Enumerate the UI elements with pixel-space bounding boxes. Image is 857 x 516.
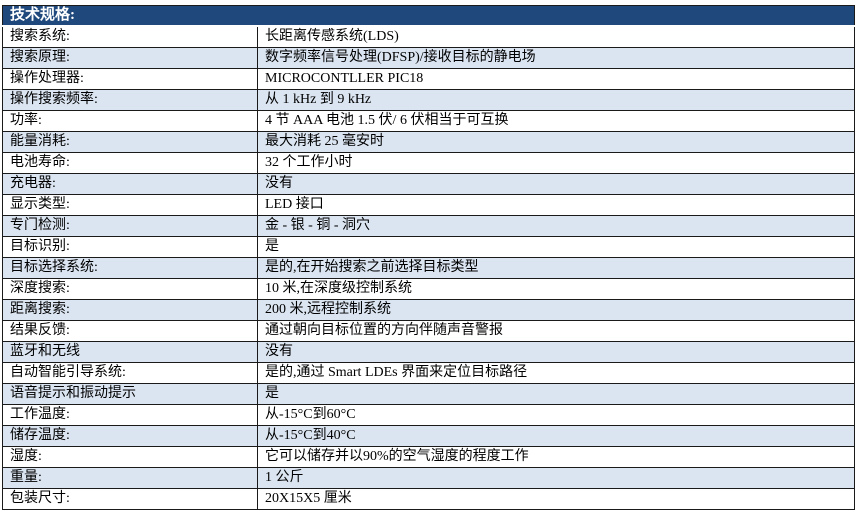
spec-label-cell: 深度搜索: [2, 278, 258, 300]
spec-value-cell: 4 节 AAA 电池 1.5 伏/ 6 伏相当于可互换 [257, 110, 855, 132]
spec-row: 目标识别: 是 [2, 236, 855, 258]
spec-row: 结果反馈: 通过朝向目标位置的方向伴随声音警报 [2, 320, 855, 342]
spec-row: 自动智能引导系统: 是的,通过 Smart LDEs 界面来定位目标路径 [2, 362, 855, 384]
spec-label-cell: 重量: [2, 467, 258, 489]
spec-row: 储存温度: 从-15°C到40°C [2, 425, 855, 447]
spec-label-cell: 专门检测: [2, 215, 258, 237]
spec-value-cell: MICROCONTLLER PIC18 [257, 68, 855, 90]
spec-row: 搜索原理: 数字频率信号处理(DFSP)/接收目标的静电场 [2, 47, 855, 69]
spec-row: 搜索系统: 长距离传感系统(LDS) [2, 25, 855, 48]
spec-label-cell: 包装尺寸: [2, 488, 258, 510]
spec-row: 目标选择系统: 是的,在开始搜索之前选择目标类型 [2, 257, 855, 279]
spec-value-cell: LED 接口 [257, 194, 855, 216]
spec-row: 重量: 1 公斤 [2, 467, 855, 489]
spec-value-cell: 是的,在开始搜索之前选择目标类型 [257, 257, 855, 279]
spec-value-cell: 数字频率信号处理(DFSP)/接收目标的静电场 [257, 47, 855, 69]
spec-label-cell: 显示类型: [2, 194, 258, 216]
spec-label-cell: 语音提示和振动提示 [2, 383, 258, 405]
spec-value-cell: 是 [257, 383, 855, 405]
spec-label-cell: 自动智能引导系统: [2, 362, 258, 384]
spec-row: 包装尺寸: 20X15X5 厘米 [2, 488, 855, 510]
spec-value-cell: 金 - 银 - 铜 - 洞穴 [257, 215, 855, 237]
spec-label-cell: 目标识别: [2, 236, 258, 258]
spec-row: 专门检测: 金 - 银 - 铜 - 洞穴 [2, 215, 855, 237]
spec-value-cell: 通过朝向目标位置的方向伴随声音警报 [257, 320, 855, 342]
spec-label-cell: 充电器: [2, 173, 258, 195]
spec-label-cell: 搜索原理: [2, 47, 258, 69]
spec-row: 操作搜索频率: 从 1 kHz 到 9 kHz [2, 89, 855, 111]
spec-value-cell: 没有 [257, 341, 855, 363]
spec-label-cell: 蓝牙和无线 [2, 341, 258, 363]
spec-value-cell: 10 米,在深度级控制系统 [257, 278, 855, 300]
spec-value-cell: 从-15°C到40°C [257, 425, 855, 447]
table-title: 技术规格: [2, 5, 855, 27]
table-header-row: 技术规格: [2, 5, 855, 27]
spec-value-cell: 长距离传感系统(LDS) [257, 25, 855, 48]
spec-label-cell: 搜索系统: [2, 25, 258, 48]
spec-value-cell: 1 公斤 [257, 467, 855, 489]
spec-row: 深度搜索: 10 米,在深度级控制系统 [2, 278, 855, 300]
spec-value-cell: 是的,通过 Smart LDEs 界面来定位目标路径 [257, 362, 855, 384]
spec-row: 湿度: 它可以储存并以90%的空气湿度的程度工作 [2, 446, 855, 468]
spec-value-cell: 是 [257, 236, 855, 258]
spec-label-cell: 距离搜索: [2, 299, 258, 321]
spec-label-cell: 湿度: [2, 446, 258, 468]
spec-value-cell: 它可以储存并以90%的空气湿度的程度工作 [257, 446, 855, 468]
spec-label-cell: 工作温度: [2, 404, 258, 426]
spec-row: 充电器: 没有 [2, 173, 855, 195]
spec-table-body: 搜索系统: 长距离传感系统(LDS) 搜索原理: 数字频率信号处理(DFSP)/… [2, 25, 855, 510]
spec-label-cell: 功率: [2, 110, 258, 132]
spec-row: 语音提示和振动提示 是 [2, 383, 855, 405]
spec-row: 能量消耗: 最大消耗 25 毫安时 [2, 131, 855, 153]
spec-row: 操作处理器: MICROCONTLLER PIC18 [2, 68, 855, 90]
spec-label-cell: 操作处理器: [2, 68, 258, 90]
spec-value-cell: 没有 [257, 173, 855, 195]
spec-row: 蓝牙和无线 没有 [2, 341, 855, 363]
spec-row: 距离搜索: 200 米,远程控制系统 [2, 299, 855, 321]
spec-row: 电池寿命: 32 个工作小时 [2, 152, 855, 174]
spec-label-cell: 操作搜索频率: [2, 89, 258, 111]
spec-table: 技术规格: 搜索系统: 长距离传感系统(LDS) 搜索原理: 数字频率信号处理(… [2, 5, 855, 510]
spec-label-cell: 电池寿命: [2, 152, 258, 174]
spec-label-cell: 目标选择系统: [2, 257, 258, 279]
spec-row: 显示类型: LED 接口 [2, 194, 855, 216]
spec-value-cell: 20X15X5 厘米 [257, 488, 855, 510]
spec-row: 功率: 4 节 AAA 电池 1.5 伏/ 6 伏相当于可互换 [2, 110, 855, 132]
spec-value-cell: 从 1 kHz 到 9 kHz [257, 89, 855, 111]
spec-label-cell: 结果反馈: [2, 320, 258, 342]
spec-label-cell: 能量消耗: [2, 131, 258, 153]
spec-value-cell: 从-15°C到60°C [257, 404, 855, 426]
spec-value-cell: 最大消耗 25 毫安时 [257, 131, 855, 153]
spec-row: 工作温度: 从-15°C到60°C [2, 404, 855, 426]
spec-value-cell: 200 米,远程控制系统 [257, 299, 855, 321]
spec-label-cell: 储存温度: [2, 425, 258, 447]
spec-value-cell: 32 个工作小时 [257, 152, 855, 174]
